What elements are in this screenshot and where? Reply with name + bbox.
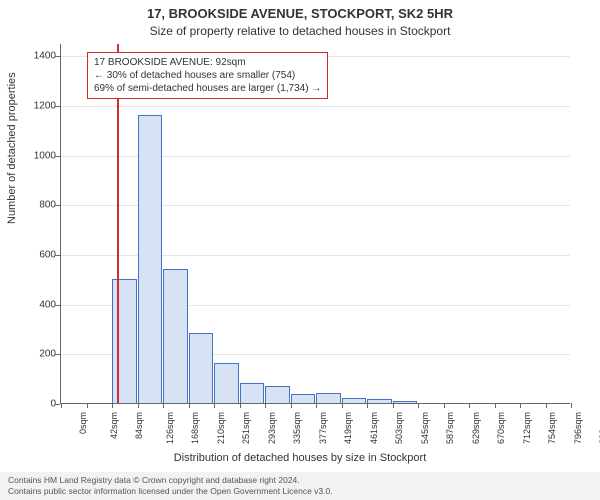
histogram-bar — [163, 269, 188, 403]
histogram-bar — [240, 383, 265, 403]
footer-line1: Contains HM Land Registry data © Crown c… — [8, 475, 592, 486]
y-tick-label: 600 — [30, 250, 56, 261]
figure-container: 17, BROOKSIDE AVENUE, STOCKPORT, SK2 5HR… — [0, 0, 600, 500]
histogram-bar — [138, 115, 163, 403]
histogram-bar — [316, 393, 341, 403]
histogram-bar — [189, 333, 214, 403]
histogram-bar — [265, 386, 290, 403]
x-axis-label: Distribution of detached houses by size … — [0, 452, 600, 464]
callout-line: 69% of semi-detached houses are larger (… — [94, 82, 321, 95]
marker-callout: 17 BROOKSIDE AVENUE: 92sqm← 30% of detac… — [87, 52, 328, 99]
chart-title-line2: Size of property relative to detached ho… — [0, 24, 600, 38]
histogram-bar — [342, 398, 367, 403]
x-tick-label: 210sqm — [216, 412, 226, 444]
histogram-bar — [112, 279, 137, 403]
x-tick-label: 461sqm — [369, 412, 379, 444]
y-tick-label: 0 — [30, 399, 56, 410]
y-tick-label: 800 — [30, 200, 56, 211]
histogram-bar — [214, 363, 239, 403]
footer-line2: Contains public sector information licen… — [8, 486, 592, 497]
x-tick-label: 84sqm — [134, 412, 144, 439]
callout-line: ← 30% of detached houses are smaller (75… — [94, 69, 321, 82]
x-tick-label: 42sqm — [109, 412, 119, 439]
y-tick-label: 400 — [30, 299, 56, 310]
x-tick-label: 251sqm — [241, 412, 251, 444]
x-tick-label: 503sqm — [394, 412, 404, 444]
y-tick-label: 1400 — [30, 51, 56, 62]
x-tick-label: 796sqm — [573, 412, 583, 444]
histogram-bar — [291, 394, 316, 403]
x-tick-label: 545sqm — [420, 412, 430, 444]
chart-title-line1: 17, BROOKSIDE AVENUE, STOCKPORT, SK2 5HR — [0, 6, 600, 21]
x-tick-label: 0sqm — [78, 412, 88, 434]
plot-area: 17 BROOKSIDE AVENUE: 92sqm← 30% of detac… — [60, 44, 570, 404]
footer-attribution: Contains HM Land Registry data © Crown c… — [0, 472, 600, 500]
callout-line: 17 BROOKSIDE AVENUE: 92sqm — [94, 56, 321, 69]
x-tick-label: 293sqm — [267, 412, 277, 444]
x-tick-label: 419sqm — [343, 412, 353, 444]
x-tick-label: 629sqm — [471, 412, 481, 444]
x-tick-label: 587sqm — [445, 412, 455, 444]
histogram-bar — [393, 401, 418, 403]
y-tick-label: 1000 — [30, 150, 56, 161]
x-tick-label: 168sqm — [190, 412, 200, 444]
x-tick-label: 335sqm — [292, 412, 302, 444]
histogram-bar — [367, 399, 392, 403]
x-tick-label: 712sqm — [522, 412, 532, 444]
y-axis-label: Number of detached properties — [6, 72, 18, 224]
y-tick-label: 1200 — [30, 101, 56, 112]
x-tick-label: 670sqm — [496, 412, 506, 444]
x-tick-label: 126sqm — [165, 412, 175, 444]
x-tick-label: 377sqm — [318, 412, 328, 444]
x-tick-label: 754sqm — [547, 412, 557, 444]
y-tick-label: 200 — [30, 349, 56, 360]
